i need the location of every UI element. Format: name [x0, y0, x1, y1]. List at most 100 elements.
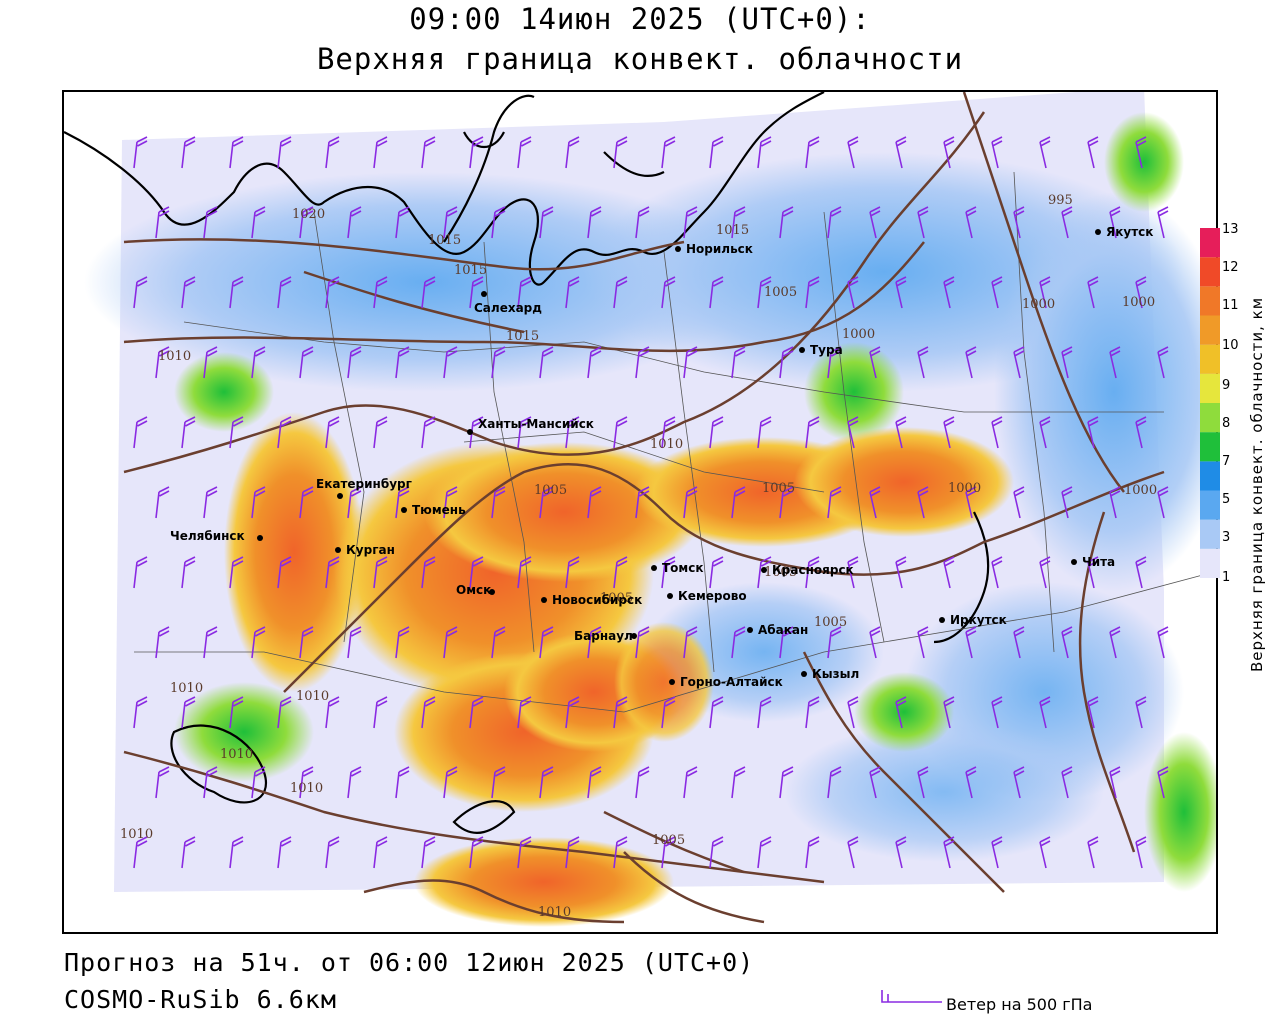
forecast-map: 1020 1015 1015 1015 1015 1010 1010 1010 1010 1010… [62, 90, 1218, 934]
wind-barb [229, 696, 244, 729]
isobar-label: 1005 [652, 833, 685, 848]
wind-barb [895, 276, 907, 309]
wind-barb [731, 766, 746, 799]
wind-barb [613, 136, 628, 169]
wind-barb [895, 696, 907, 729]
wind-barb [1013, 206, 1025, 239]
isobar-label: 1005 [600, 591, 633, 606]
city-dot [489, 589, 495, 595]
city-dot [337, 493, 343, 499]
wind-barb [565, 276, 580, 309]
city-dot [667, 593, 673, 599]
wind-barb [709, 136, 724, 169]
wind-barb [965, 626, 977, 659]
wind-barb [277, 836, 292, 869]
wind-barb [203, 766, 218, 799]
wind-barb [847, 416, 859, 449]
wind-barb [1013, 766, 1025, 799]
coastline [64, 92, 990, 834]
wind-barb [779, 346, 794, 379]
isobar-label: 1005 [762, 481, 795, 496]
wind-barb [251, 626, 266, 659]
wind-barb [491, 626, 506, 659]
wind-barb [203, 206, 218, 239]
wind-barb [421, 416, 436, 449]
wind-barb [827, 626, 842, 659]
wind-barb [347, 486, 362, 519]
wind-barb [635, 766, 650, 799]
wind-barb [277, 696, 292, 729]
isobar-label: 1010 [170, 681, 203, 696]
wind-barb [517, 836, 532, 869]
wind-barb [683, 346, 698, 379]
wind-barb [203, 486, 218, 519]
wind-barb [325, 136, 340, 169]
colorbar-swatch [1200, 373, 1220, 403]
map-title: 09:00 14июн 2025 (UTC+0): [409, 2, 871, 36]
city-label: Барнаул [574, 629, 633, 643]
colorbar-tick-label: 13 [1222, 222, 1239, 237]
wind-barb [943, 836, 955, 869]
wind-barb [395, 346, 410, 379]
city-dot [801, 671, 807, 677]
colorbar-swatch [1200, 228, 1220, 258]
wind-barb [299, 206, 314, 239]
wind-barb [709, 836, 724, 869]
wind-barb [421, 836, 436, 869]
city-label: Новосибирск [552, 593, 642, 607]
wind-barb [469, 416, 484, 449]
wind-barb [133, 836, 148, 869]
wind-barb [539, 766, 554, 799]
isobar-label: 1000 [1124, 483, 1157, 498]
wind-barb [517, 136, 532, 169]
wind-barb [613, 416, 628, 449]
city-dot [257, 535, 263, 541]
wind-barb [347, 766, 362, 799]
wind-barb [731, 346, 746, 379]
wind-barb [827, 206, 842, 239]
wind-barb [229, 416, 244, 449]
wind-barb [517, 696, 532, 729]
wind-barb [635, 346, 650, 379]
city-dot [481, 291, 487, 297]
wind-barb [1087, 416, 1099, 449]
city-dot [747, 627, 753, 633]
wind-barb [661, 136, 676, 169]
colorbar-tick-label: 1 [1222, 570, 1231, 585]
wind-barb [1087, 696, 1099, 729]
city-label: Челябинск [170, 529, 245, 543]
city-label: Горно-Алтайск [680, 675, 783, 689]
wind-barb [731, 486, 746, 519]
colorbar-swatch [1200, 403, 1220, 433]
wind-barb [277, 276, 292, 309]
wind-barb [661, 556, 676, 589]
wind-barb [347, 346, 362, 379]
city-label: Тюмень [412, 503, 466, 517]
wind-barb [709, 416, 724, 449]
wind-barb [613, 556, 628, 589]
wind-barb [277, 416, 292, 449]
wind-barb [373, 136, 388, 169]
wind-barb [991, 556, 1003, 589]
wind-barb [917, 346, 929, 379]
wind-barb [1061, 626, 1073, 659]
colorbar-tick-label: 12 [1222, 260, 1239, 275]
wind-barb [539, 346, 554, 379]
isobar-label: 1010 [220, 747, 253, 762]
city-dot [799, 347, 805, 353]
forecast-info: Прогноз на 51ч. от 06:00 12июн 2025 (UTC… [64, 948, 755, 977]
wind-barb [203, 346, 218, 379]
wind-barb [965, 206, 977, 239]
wind-barb [539, 626, 554, 659]
wind-barb [373, 276, 388, 309]
wind-legend-icon [881, 990, 942, 1003]
wind-barb [395, 626, 410, 659]
colorbar-swatch [1200, 315, 1220, 345]
wind-barb [421, 276, 436, 309]
city-dot [939, 617, 945, 623]
wind-barb [155, 486, 170, 519]
city-dot [335, 547, 341, 553]
wind-barb [443, 626, 458, 659]
wind-barb [917, 486, 929, 519]
colorbar-tick-label: 5 [1222, 492, 1231, 507]
